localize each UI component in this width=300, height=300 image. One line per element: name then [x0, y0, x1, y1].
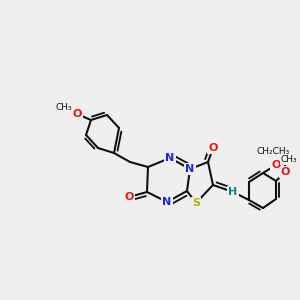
- Text: O: O: [208, 143, 218, 153]
- Text: O: O: [72, 109, 82, 119]
- Text: CH₂CH₃: CH₂CH₃: [256, 146, 290, 155]
- Text: CH₃: CH₃: [56, 103, 72, 112]
- Text: O: O: [124, 192, 134, 202]
- Text: O: O: [271, 160, 281, 170]
- Text: CH₃: CH₃: [281, 155, 297, 164]
- Text: N: N: [185, 164, 195, 174]
- Text: H: H: [228, 187, 238, 197]
- Text: S: S: [192, 198, 200, 208]
- Text: N: N: [162, 197, 172, 207]
- Text: N: N: [165, 153, 175, 163]
- Text: O: O: [280, 167, 290, 177]
